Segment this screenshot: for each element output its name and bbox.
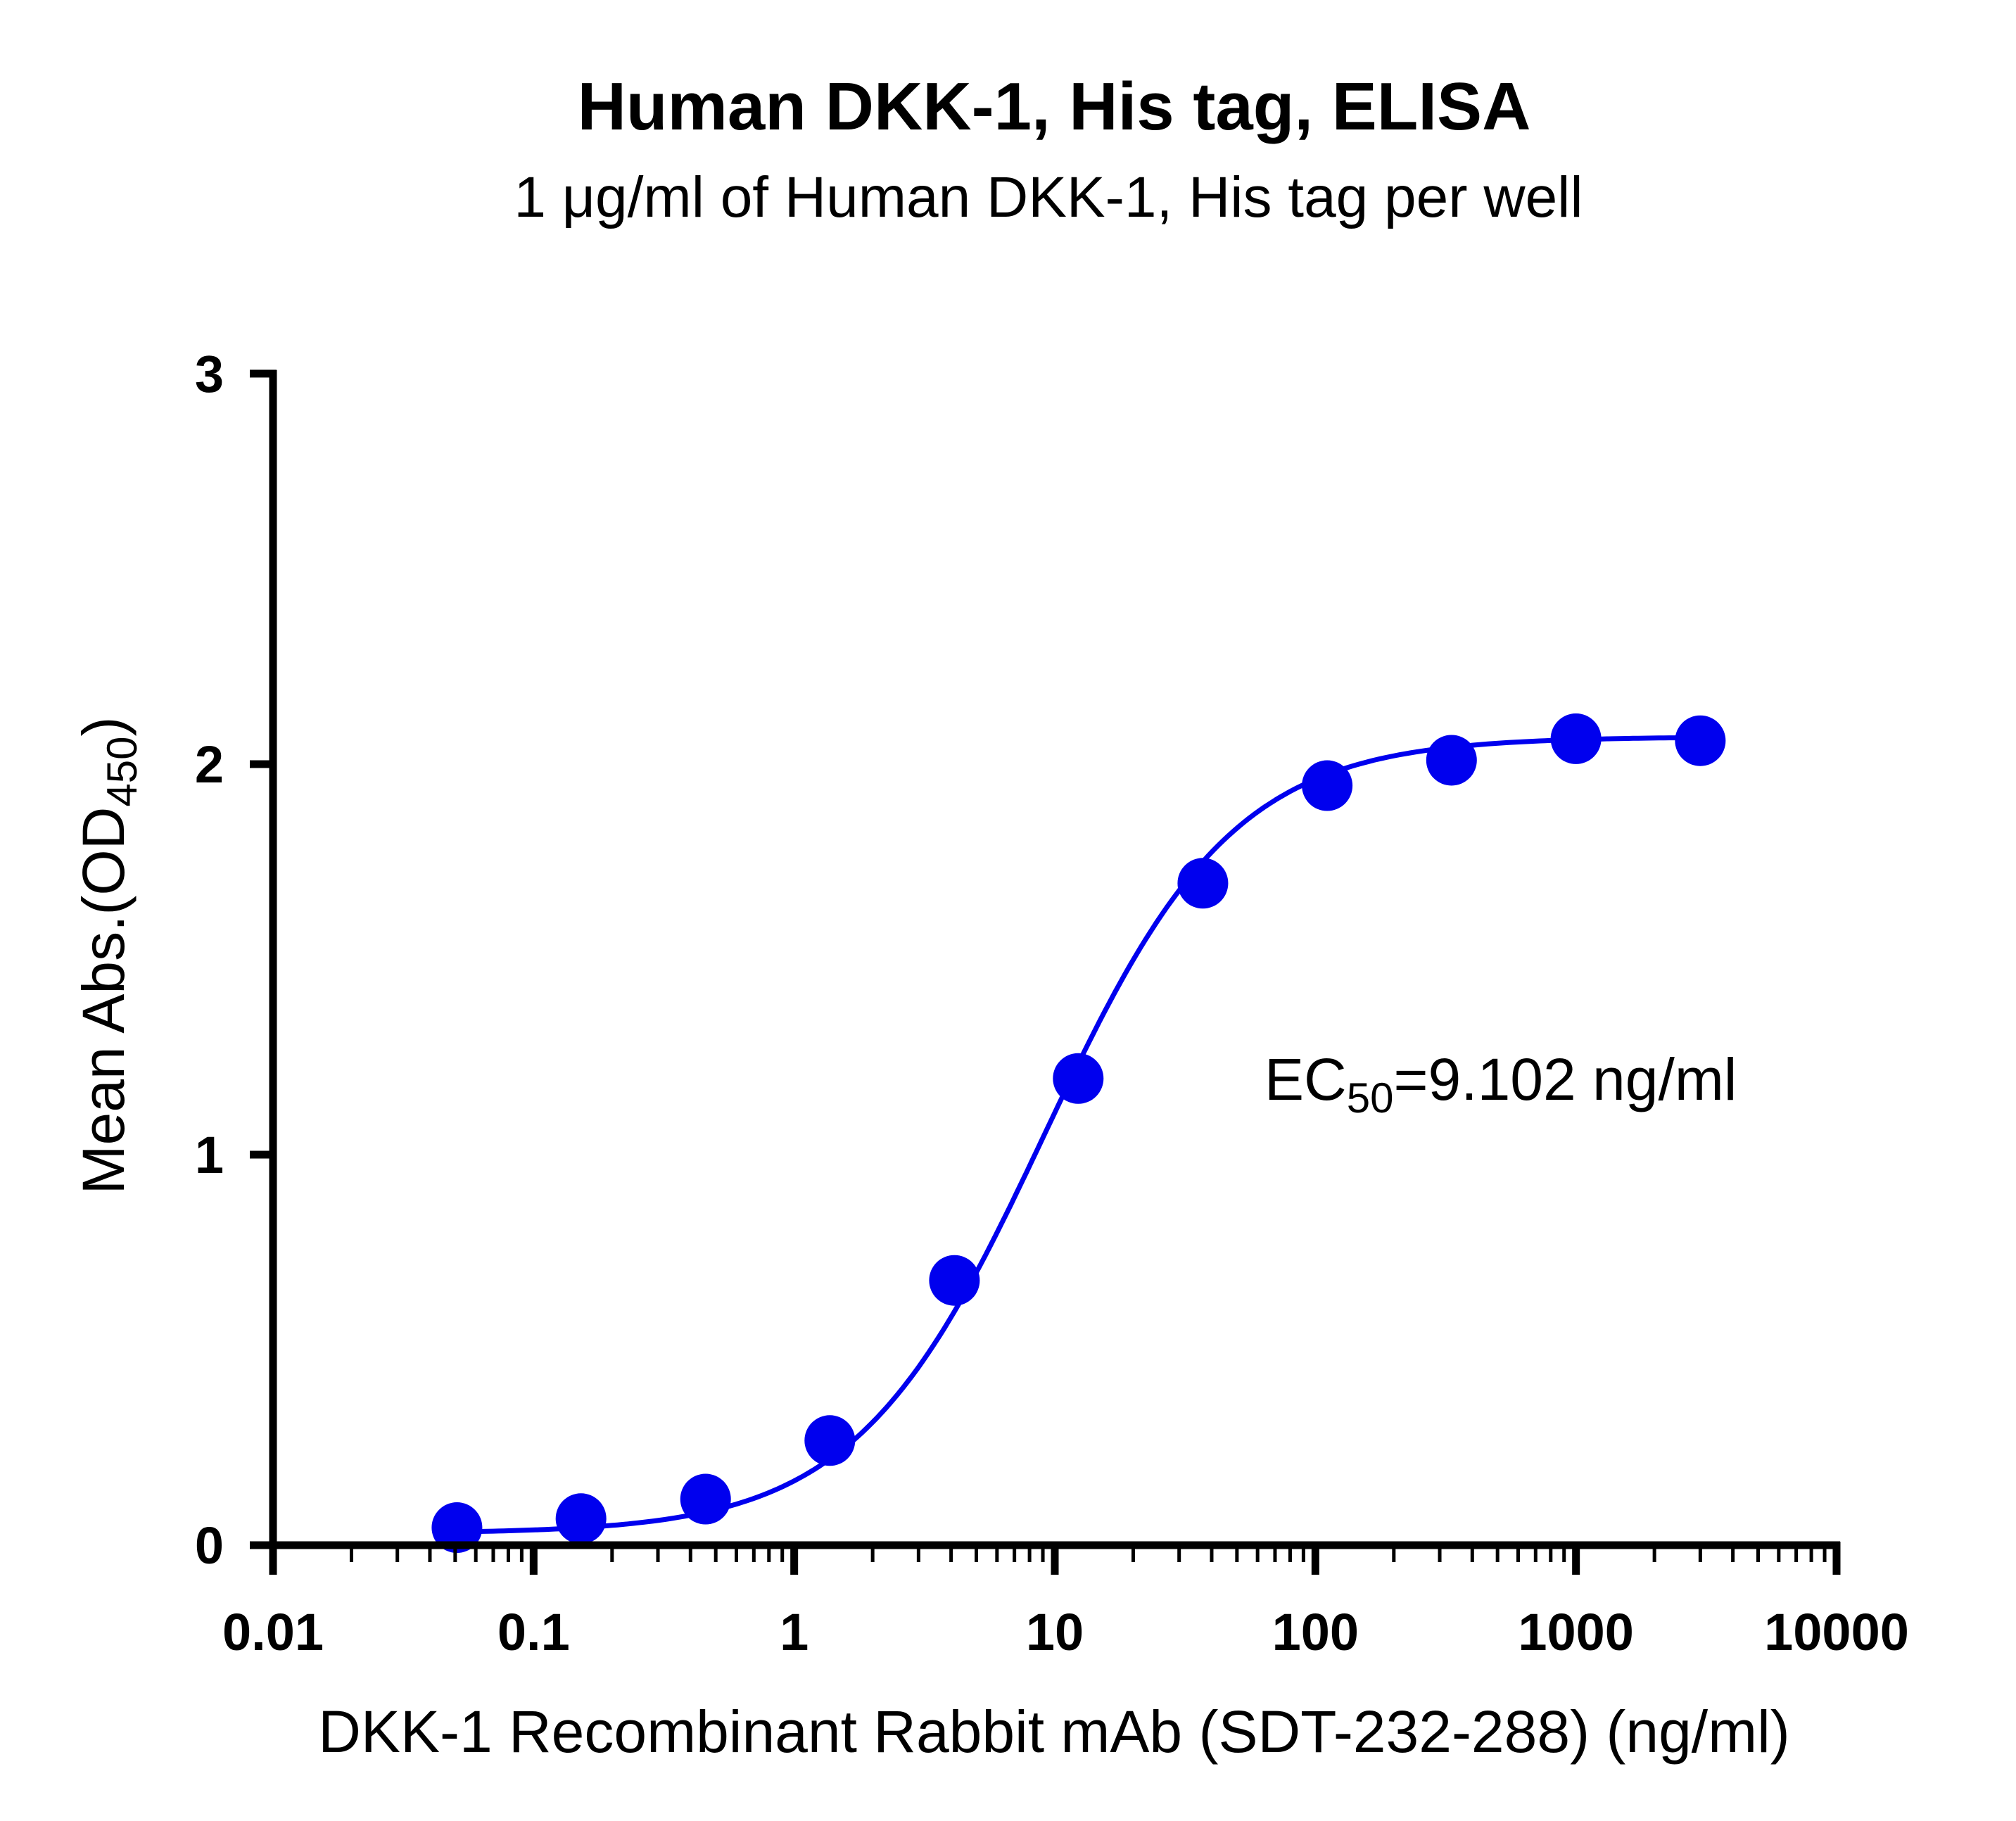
y-ticks: 0 1 2 3 xyxy=(195,345,277,1575)
x-tick-label: 0.1 xyxy=(497,1603,570,1661)
ec50-annotation: EC50=9.102 ng/ml xyxy=(1264,1046,1737,1122)
data-point xyxy=(1675,715,1726,766)
x-ticks: 0.01 0.1 1 10 100 1000 10000 xyxy=(222,1542,1909,1661)
chart-subtitle: 1 μg/ml of Human DKK-1, His tag per well xyxy=(514,165,1583,229)
y-tick-label: 3 xyxy=(195,345,224,403)
data-points-layer xyxy=(431,713,1726,1554)
x-tick-label: 1000 xyxy=(1518,1603,1634,1661)
chart-title: Human DKK-1, His tag, ELISA xyxy=(578,69,1531,144)
x-tick-label: 100 xyxy=(1272,1603,1359,1661)
y-tick-label: 2 xyxy=(195,735,224,794)
data-point xyxy=(431,1502,483,1554)
x-tick-label: 0.01 xyxy=(222,1603,324,1661)
x-tick-label: 1 xyxy=(780,1603,809,1661)
data-point xyxy=(680,1473,731,1525)
x-tick-label: 10 xyxy=(1026,1603,1084,1661)
x-tick-label: 10000 xyxy=(1764,1603,1909,1661)
x-axis-label: DKK-1 Recombinant Rabbit mAb (SDT-232-28… xyxy=(318,1699,1789,1765)
y-axis-label: Mean Abs.(OD450) xyxy=(70,717,146,1195)
data-point xyxy=(555,1493,607,1544)
data-point xyxy=(929,1255,980,1306)
y-tick-label: 0 xyxy=(195,1516,224,1575)
data-point xyxy=(1302,760,1353,811)
fit-curve-layer xyxy=(457,735,1701,1535)
data-point xyxy=(1426,735,1477,786)
data-point xyxy=(1053,1053,1104,1104)
y-tick-label: 1 xyxy=(195,1126,224,1184)
fit-curve xyxy=(457,735,1701,1535)
data-point xyxy=(1550,713,1602,764)
data-point xyxy=(804,1415,856,1466)
data-point xyxy=(1177,858,1229,909)
